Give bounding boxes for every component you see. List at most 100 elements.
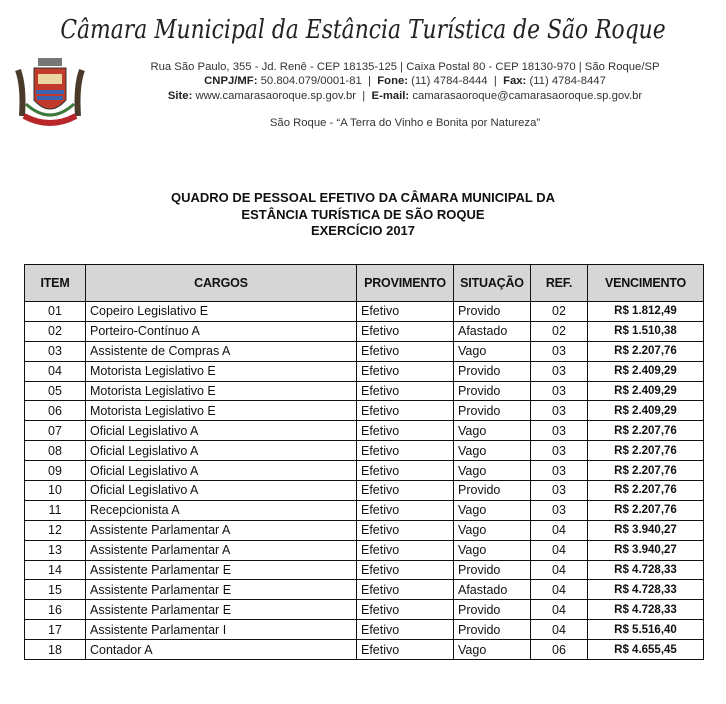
cell-ref: 02 — [530, 320, 588, 342]
cell-vencimento: R$ 3.940,27 — [587, 539, 704, 561]
cell-provimento: Efetivo — [356, 539, 454, 561]
table-header-row: ITEM CARGOS PROVIMENTO SITUAÇÃO REF. VEN… — [24, 264, 704, 302]
table-row: 08 Oficial Legislativo A Efetivo Vago 03 R$ 2… — [24, 440, 704, 462]
cell-ref: 03 — [530, 420, 588, 442]
cell-provimento: Efetivo — [356, 639, 454, 661]
cell-provimento: Efetivo — [356, 360, 454, 382]
site-link[interactable]: www.camarasaoroque.sp.gov.br — [195, 90, 357, 102]
address-line: Rua São Paulo, 355 - Jd. Renê - CEP 1813… — [150, 61, 660, 73]
web-line: Site: www.camarasaoroque.sp.gov.br | E-m… — [167, 90, 643, 102]
cell-situacao: Vago — [453, 519, 531, 541]
cell-item: 09 — [24, 460, 86, 482]
cell-situacao: Vago — [453, 499, 531, 521]
cell-ref: 04 — [530, 579, 588, 601]
cell-item: 01 — [24, 301, 86, 322]
cell-ref: 03 — [530, 480, 588, 501]
cell-cargo: Oficial Legislativo A — [85, 480, 357, 501]
cell-cargo: Assistente de Compras A — [85, 340, 357, 362]
cell-ref: 04 — [530, 539, 588, 561]
header-vencimento: VENCIMENTO — [587, 264, 704, 302]
cell-situacao: Provido — [453, 301, 531, 322]
cell-vencimento: R$ 4.655,45 — [587, 639, 704, 661]
coat-of-arms-logo — [15, 58, 85, 126]
cell-item: 14 — [24, 559, 86, 581]
cnpj-value: 50.804.079/0001-81 — [260, 75, 362, 87]
cell-provimento: Efetivo — [356, 460, 454, 482]
email-link[interactable]: camarasaoroque@camarasaoroque.sp.gov.br — [412, 90, 643, 102]
cell-cargo: Motorista Legislativo E — [85, 400, 357, 422]
cell-cargo: Porteiro-Contínuo A — [85, 320, 357, 342]
title-line-1: QUADRO DE PESSOAL EFETIVO DA CÂMARA MUNI… — [170, 190, 555, 205]
table-row: 05 Motorista Legislativo E Efetivo Provido 0… — [24, 380, 704, 402]
fax-value: (11) 4784-8447 — [529, 75, 606, 87]
cell-vencimento: R$ 5.516,40 — [587, 619, 704, 641]
table-row: 02 Porteiro-Contínuo A Efetivo Afastado 02 R$… — [24, 320, 704, 342]
cell-provimento: Efetivo — [356, 420, 454, 442]
header-provimento: PROVIMENTO — [356, 264, 454, 302]
cell-ref: 04 — [530, 619, 588, 641]
cell-provimento: Efetivo — [356, 559, 454, 581]
cell-ref: 04 — [530, 519, 588, 541]
cell-provimento: Efetivo — [356, 440, 454, 462]
table-row: 15 Assistente Parlamentar E Efetivo Afastad… — [24, 579, 704, 601]
title-line-3: EXERCÍCIO 2017 — [310, 223, 416, 238]
cell-item: 05 — [24, 380, 86, 402]
cell-vencimento: R$ 1.510,38 — [587, 320, 704, 342]
cell-cargo: Oficial Legislativo A — [85, 440, 357, 462]
cell-vencimento: R$ 2.409,29 — [587, 360, 704, 382]
cell-situacao: Provido — [453, 559, 531, 581]
cell-item: 13 — [24, 539, 86, 561]
table-row: 04 Motorista Legislativo E Efetivo Provido 0… — [24, 360, 704, 382]
site-label: Site: — [167, 90, 193, 102]
title-line-2: ESTÂNCIA TURÍSTICA DE SÃO ROQUE — [241, 206, 485, 222]
cell-cargo: Oficial Legislativo A — [85, 460, 357, 482]
cell-item: 08 — [24, 440, 86, 462]
fone-label: Fone: — [377, 75, 409, 87]
cell-cargo: Assistente Parlamentar E — [85, 599, 357, 621]
table-row: 16 Assistente Parlamentar E Efetivo Provido… — [24, 599, 704, 621]
cell-item: 10 — [24, 480, 86, 501]
cell-situacao: Provido — [453, 360, 531, 382]
cell-cargo: Assistente Parlamentar E — [85, 559, 357, 581]
cell-vencimento: R$ 4.728,33 — [587, 559, 704, 581]
table-row: 07 Oficial Legislativo A Efetivo Vago 03 R$ 2… — [24, 420, 704, 442]
institution-name-script: Câmara Municipal da Estância Turística d… — [60, 15, 666, 45]
table-row: 06 Motorista Legislativo E Efetivo Provido 0… — [24, 400, 704, 422]
cell-item: 12 — [24, 519, 86, 541]
cell-item: 07 — [24, 420, 86, 442]
contact-line: CNPJ/MF: 50.804.079/0001-81 | Fone: (11)… — [204, 75, 606, 87]
cell-provimento: Efetivo — [356, 599, 454, 621]
cell-provimento: Efetivo — [356, 499, 454, 521]
cell-situacao: Provido — [453, 400, 531, 422]
cell-vencimento: R$ 2.207,76 — [587, 340, 704, 362]
table-row: 11 Recepcionista A Efetivo Vago 03 R$ 2.207,7… — [24, 499, 704, 521]
cell-provimento: Efetivo — [356, 519, 454, 541]
cell-ref: 03 — [530, 460, 588, 482]
cell-cargo: Recepcionista A — [85, 499, 357, 521]
cell-vencimento: R$ 2.207,76 — [587, 499, 704, 521]
cell-item: 11 — [24, 499, 86, 521]
cell-cargo: Assistente Parlamentar I — [85, 619, 357, 641]
cell-vencimento: R$ 3.940,27 — [587, 519, 704, 541]
cell-vencimento: R$ 2.207,76 — [587, 480, 704, 501]
cell-vencimento: R$ 2.207,76 — [587, 420, 704, 442]
cell-ref: 03 — [530, 340, 588, 362]
table-row: 14 Assistente Parlamentar E Efetivo Provido… — [24, 559, 704, 581]
email-label: E-mail: — [371, 90, 410, 102]
cell-ref: 03 — [530, 400, 588, 422]
cell-vencimento: R$ 2.409,29 — [587, 380, 704, 402]
cell-vencimento: R$ 2.409,29 — [587, 400, 704, 422]
cell-ref: 03 — [530, 499, 588, 521]
cell-ref: 03 — [530, 360, 588, 382]
cell-situacao: Vago — [453, 639, 531, 661]
cell-cargo: Assistente Parlamentar E — [85, 579, 357, 601]
cell-cargo: Motorista Legislativo E — [85, 380, 357, 402]
cell-cargo: Oficial Legislativo A — [85, 420, 357, 442]
cell-item: 03 — [24, 340, 86, 362]
cell-ref: 04 — [530, 559, 588, 581]
cell-item: 02 — [24, 320, 86, 342]
cell-item: 04 — [24, 360, 86, 382]
cell-item: 15 — [24, 579, 86, 601]
cell-provimento: Efetivo — [356, 380, 454, 402]
cell-cargo: Assistente Parlamentar A — [85, 539, 357, 561]
